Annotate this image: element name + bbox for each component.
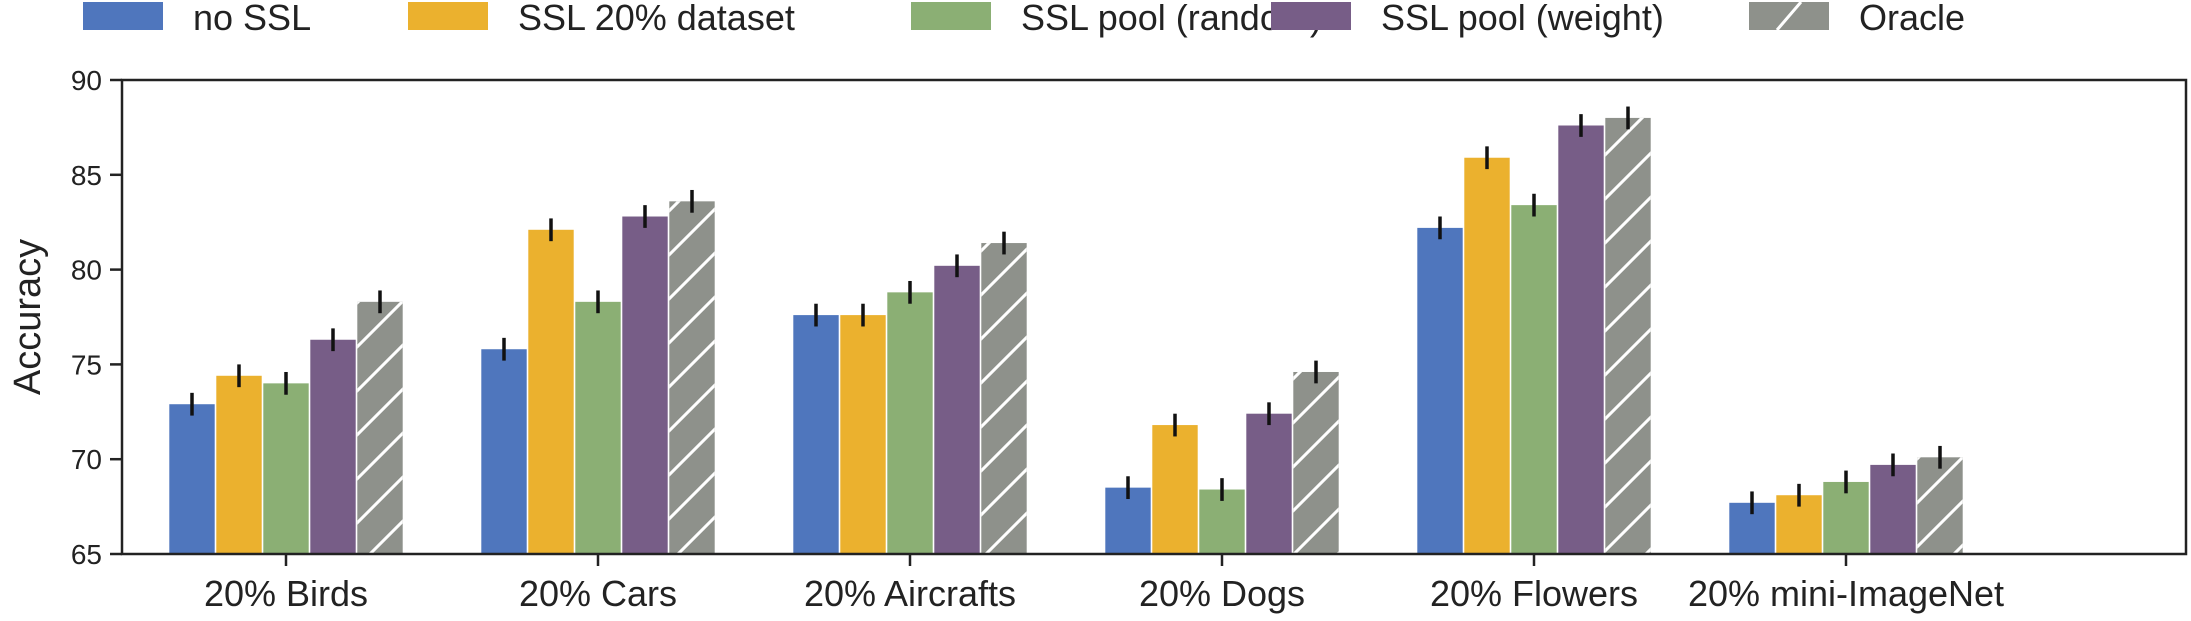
bar-hatch-oracle-1 (669, 201, 715, 554)
x-tick-label-4: 20% Flowers (1430, 573, 1638, 614)
y-tick-label-65: 65 (71, 539, 102, 570)
bar-ssl-pool-random-4 (1511, 205, 1557, 555)
bar-ssl-20-dataset-1 (528, 229, 574, 554)
x-tick-label-2: 20% Aircrafts (804, 573, 1016, 614)
y-tick-label-70: 70 (71, 444, 102, 475)
bar-ssl-pool-random-2 (887, 292, 933, 554)
plot-frame (120, 78, 2188, 556)
x-tick-label-1: 20% Cars (519, 573, 677, 614)
bar-hatch-oracle-2 (981, 243, 1027, 554)
y-tick-label-75: 75 (71, 349, 102, 380)
bar-no-ssl-0 (169, 404, 215, 554)
bar-ssl-pool-weight-0 (310, 339, 356, 554)
y-tick-label-90: 90 (71, 65, 102, 96)
bar-ssl-pool-random-1 (575, 301, 621, 554)
bar-no-ssl-2 (793, 315, 839, 554)
bar-ssl-pool-weight-3 (1246, 413, 1292, 554)
bar-ssl-20-dataset-0 (216, 375, 262, 554)
legend: no SSL SSL 20% dataset SSL pool (random) SS… (83, 0, 1965, 38)
bars-layer (169, 117, 1963, 555)
bar-hatch-oracle-4 (1605, 117, 1651, 555)
legend-swatch-0 (83, 2, 163, 30)
legend-hatch-4 (1775, 1, 1803, 31)
y-axis-label: Accuracy (7, 239, 49, 395)
x-tick-label-3: 20% Dogs (1139, 573, 1305, 614)
error-bars-layer (190, 106, 1942, 515)
bar-hatch-oracle-0 (357, 301, 403, 554)
bar-ssl-pool-random-0 (263, 383, 309, 554)
bar-ssl-pool-weight-1 (622, 216, 668, 554)
bar-ssl-pool-weight-5 (1870, 464, 1916, 554)
bar-ssl-20-dataset-3 (1152, 425, 1198, 554)
bar-hatch-oracle-5 (1917, 457, 1963, 554)
legend-swatch-1 (408, 2, 488, 30)
x-tick-label-0: 20% Birds (204, 573, 368, 614)
x-axis: 20% Birds 20% Cars 20% Aircrafts 20% Dogs 20… (204, 554, 2004, 614)
bar-no-ssl-1 (481, 349, 527, 554)
y-axis: 65 70 75 80 85 90 (71, 65, 122, 570)
legend-swatch-2 (911, 2, 991, 30)
legend-label-1: SSL 20% dataset (518, 0, 795, 38)
y-tick-label-80: 80 (71, 255, 102, 286)
bar-ssl-pool-weight-2 (934, 265, 980, 554)
bar-no-ssl-4 (1417, 227, 1463, 554)
y-tick-label-85: 85 (71, 160, 102, 191)
bar-hatch-oracle-3 (1293, 371, 1339, 554)
bar-ssl-pool-random-5 (1823, 481, 1869, 554)
bar-ssl-20-dataset-4 (1464, 157, 1510, 554)
legend-label-4: Oracle (1859, 0, 1965, 38)
legend-swatch-3 (1271, 2, 1351, 30)
bar-ssl-pool-weight-4 (1558, 125, 1604, 554)
legend-label-0: no SSL (193, 0, 311, 38)
bar-ssl-20-dataset-2 (840, 315, 886, 554)
legend-label-3: SSL pool (weight) (1381, 0, 1664, 38)
x-tick-label-5: 20% mini-ImageNet (1688, 573, 2004, 614)
